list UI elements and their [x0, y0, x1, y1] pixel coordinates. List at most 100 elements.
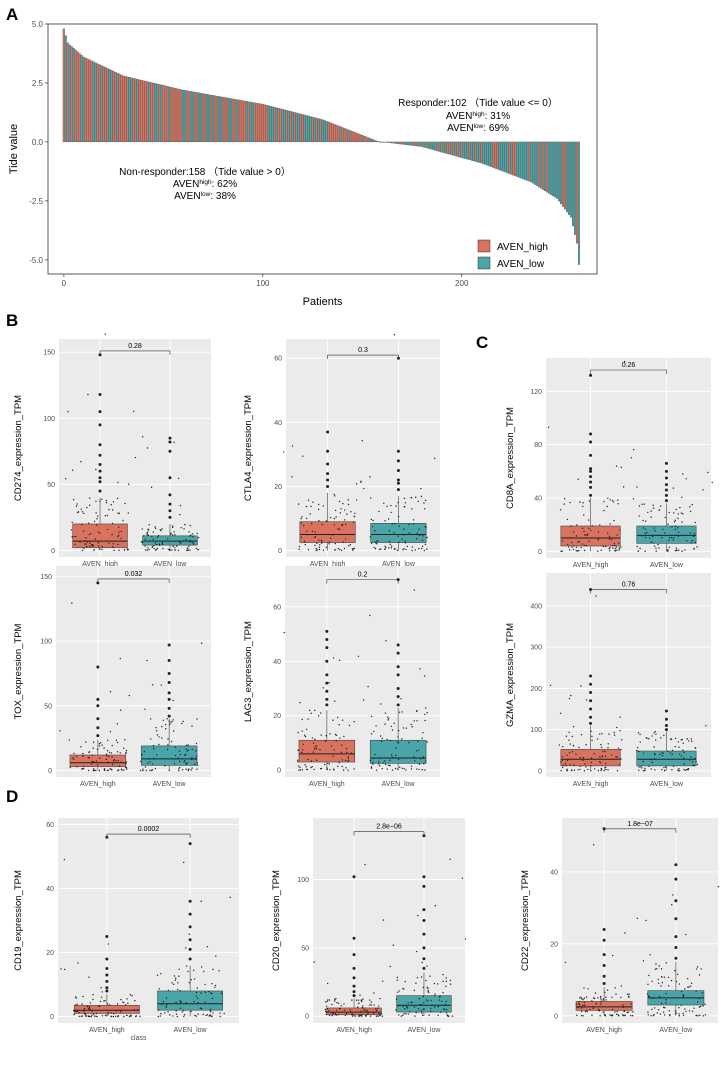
- tide-bar: [152, 82, 155, 143]
- data-point: [410, 765, 413, 768]
- data-point: [173, 531, 175, 533]
- data-point: [591, 739, 593, 742]
- data-point: [341, 765, 343, 768]
- data-point: [344, 523, 347, 526]
- data-point: [161, 725, 163, 728]
- data-point: [570, 525, 572, 527]
- data-point: [333, 517, 336, 520]
- data-point: [689, 506, 691, 508]
- data-point: [350, 752, 353, 754]
- data-point: [147, 534, 149, 536]
- data-point: [96, 518, 98, 520]
- data-point: [325, 735, 327, 737]
- data-point: [672, 765, 675, 768]
- data-point: [81, 523, 83, 526]
- tide-bar: [132, 78, 135, 143]
- data-point: [117, 481, 119, 484]
- data-point: [619, 763, 621, 766]
- tide-bar: [186, 90, 189, 143]
- data-point: [317, 508, 320, 511]
- data-point: [612, 547, 614, 549]
- data-point: [585, 996, 588, 998]
- y-tick-label: 0: [278, 548, 282, 555]
- data-point: [93, 1015, 96, 1017]
- data-point: [639, 733, 641, 736]
- data-point: [188, 981, 190, 984]
- data-point: [638, 769, 640, 771]
- data-point: [318, 539, 320, 541]
- data-point: [107, 761, 109, 763]
- data-point: [107, 1014, 109, 1016]
- data-point: [585, 1009, 588, 1012]
- tide-bar: [76, 51, 79, 143]
- data-point: [702, 1015, 705, 1017]
- data-point: [150, 486, 153, 489]
- y-tick-label: 20: [46, 950, 54, 957]
- y-tick-label: 0: [48, 768, 52, 775]
- data-point: [108, 508, 110, 511]
- tide-bar: [237, 99, 240, 143]
- iqr-box: [575, 1001, 633, 1011]
- outlier-point: [589, 493, 593, 497]
- data-point: [656, 967, 658, 970]
- data-point: [416, 976, 419, 979]
- data-point: [365, 1014, 367, 1017]
- tide-bar: [86, 58, 89, 143]
- data-point: [185, 549, 188, 552]
- data-point: [332, 768, 335, 770]
- tide-bar: [241, 100, 244, 143]
- data-point: [384, 760, 386, 762]
- data-point: [682, 994, 684, 996]
- data-point: [651, 1008, 653, 1011]
- data-point: [314, 746, 316, 748]
- data-point: [688, 986, 690, 988]
- data-point: [549, 684, 552, 687]
- data-point: [684, 769, 686, 772]
- outlier-point: [98, 489, 102, 493]
- data-point: [655, 550, 657, 552]
- data-point: [641, 503, 643, 505]
- data-point: [685, 933, 687, 936]
- data-point: [312, 501, 314, 503]
- data-point: [208, 1015, 210, 1017]
- data-point: [176, 1015, 179, 1018]
- x-tick-label: AVEN_low: [153, 781, 187, 788]
- data-point: [97, 542, 100, 544]
- data-point: [185, 947, 187, 949]
- data-point: [388, 540, 391, 543]
- data-point: [644, 536, 646, 539]
- tide-bar: [504, 141, 507, 173]
- tide-bar: [100, 65, 103, 143]
- data-point: [160, 684, 163, 686]
- data-point: [298, 765, 300, 767]
- data-point: [566, 768, 568, 771]
- data-point: [390, 545, 393, 547]
- data-point: [116, 751, 119, 753]
- y-axis-title: TOX_expression_TPM: [13, 623, 24, 719]
- data-point: [135, 1015, 138, 1017]
- data-point: [367, 1013, 369, 1015]
- data-point: [189, 549, 191, 551]
- data-point: [154, 549, 157, 551]
- outlier-point: [325, 697, 329, 701]
- y-tick-label: 150: [43, 350, 55, 357]
- tide-bar: [217, 96, 220, 143]
- data-point: [387, 518, 390, 520]
- data-point: [315, 549, 317, 552]
- data-point: [578, 1006, 580, 1008]
- data-point: [662, 1011, 665, 1013]
- data-point: [63, 968, 66, 971]
- data-point: [175, 1001, 177, 1004]
- data-point: [146, 532, 148, 534]
- tide-bar: [144, 80, 147, 143]
- data-point: [87, 522, 90, 524]
- data-point: [337, 547, 339, 550]
- data-point: [104, 333, 106, 335]
- data-point: [646, 993, 649, 995]
- data-point: [568, 751, 571, 754]
- data-point: [583, 514, 585, 516]
- data-point: [360, 1010, 362, 1012]
- data-point: [647, 1011, 649, 1013]
- outlier-point: [105, 979, 109, 983]
- data-point: [689, 985, 692, 987]
